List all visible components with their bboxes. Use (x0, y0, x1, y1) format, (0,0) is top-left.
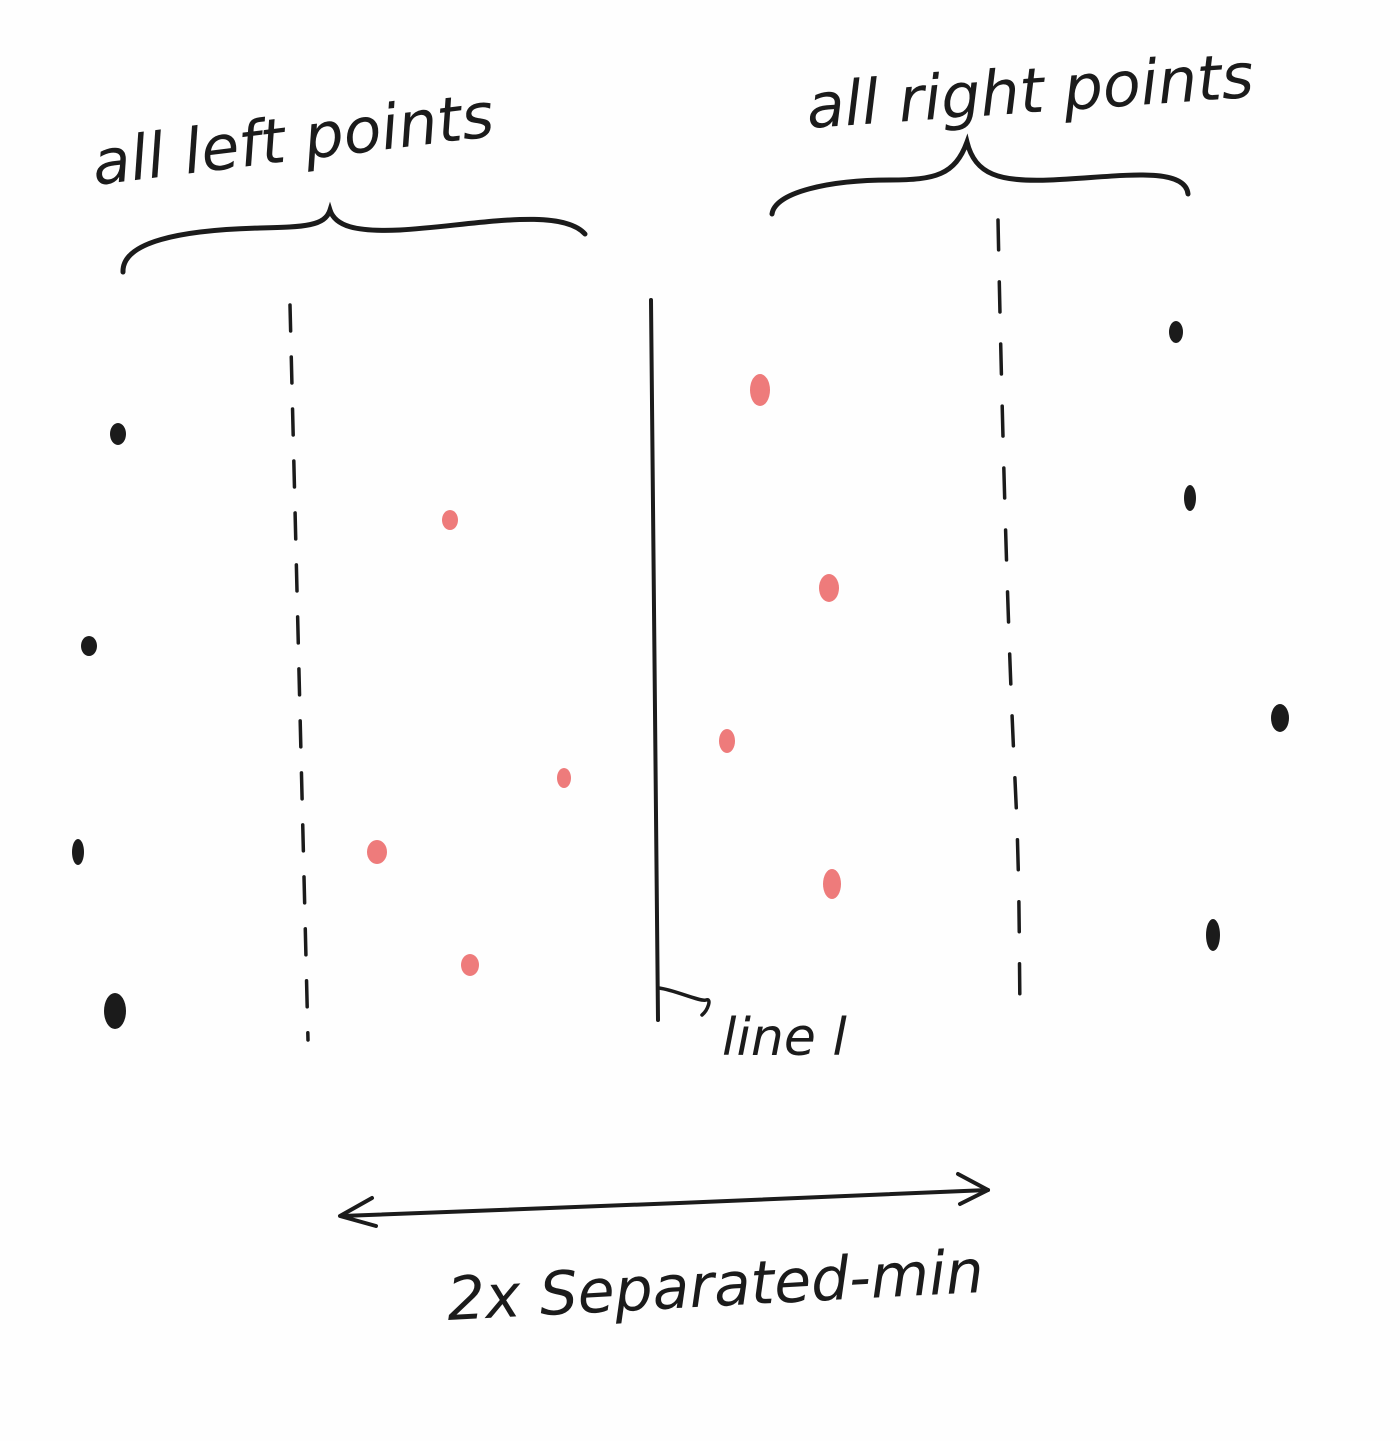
right-outer-point (1169, 321, 1183, 343)
width-arrow-shaft (340, 1188, 990, 1218)
line-label-leader (657, 986, 711, 1017)
left-group-label: all left points (88, 78, 498, 200)
strip-point (461, 954, 479, 976)
line-label: line l (722, 1008, 847, 1068)
width-label: 2x Separated-min (445, 1237, 985, 1335)
strip-point (442, 510, 458, 530)
strip-point (367, 840, 387, 864)
width-arrow-right-head (956, 1172, 990, 1206)
dividing-line-l (649, 298, 660, 1022)
left-outer-point (72, 839, 84, 865)
strip-point (819, 574, 839, 602)
strip-point (823, 869, 841, 899)
right-outer-point (1271, 704, 1289, 732)
strip-point (750, 374, 770, 406)
left-outer-point (81, 636, 97, 656)
strip-point (719, 729, 735, 753)
strip-point (557, 768, 571, 788)
left-group-brace (120, 201, 588, 275)
right-outer-point (1184, 485, 1196, 511)
width-arrow-left-head (338, 1196, 378, 1228)
left-outer-point (110, 423, 126, 445)
right-outer-point (1206, 919, 1220, 951)
right-group-brace (769, 133, 1191, 217)
left-outer-point (104, 993, 126, 1029)
left-strip-boundary (288, 303, 310, 1042)
right-group-label: all right points (804, 39, 1256, 143)
right-strip-boundary (996, 218, 1022, 1010)
